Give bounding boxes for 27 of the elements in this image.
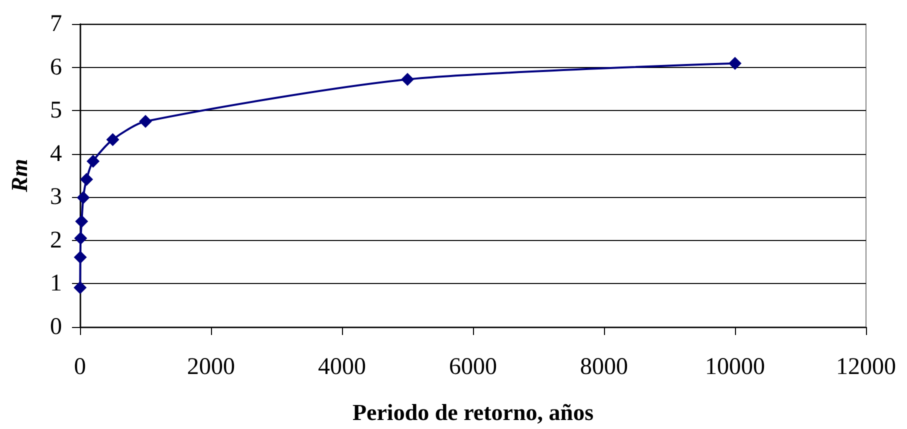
- x-tick-label: 6000: [449, 354, 497, 380]
- x-tick-label: 2000: [187, 354, 235, 380]
- point: [401, 72, 414, 86]
- x-tick-label: 4000: [318, 354, 366, 380]
- x-tick-label: 8000: [580, 354, 628, 380]
- point: [76, 191, 90, 204]
- y-tick-label: 2: [50, 227, 62, 254]
- point: [728, 56, 742, 70]
- point: [139, 114, 152, 128]
- y-axis-title: Rm: [7, 158, 32, 194]
- point: [80, 172, 94, 186]
- y-tick-label: 7: [50, 11, 62, 37]
- y-tick-label: 3: [50, 184, 62, 210]
- point: [106, 133, 120, 146]
- x-tick-label: 12000: [836, 354, 896, 380]
- x-tick-label: 10000: [705, 354, 765, 380]
- y-tick-label: 4: [50, 140, 62, 167]
- point: [74, 232, 88, 245]
- x-tick-label: 0: [74, 354, 86, 380]
- point: [86, 154, 100, 168]
- point: [74, 250, 87, 264]
- y-tick-label: 6: [50, 54, 62, 80]
- y-tick-label: 5: [50, 98, 62, 124]
- y-tick-label: 1: [50, 270, 62, 297]
- point: [75, 214, 88, 228]
- y-tick-label: 0: [50, 314, 62, 340]
- x-axis-title: Periodo de retorno, años: [352, 400, 594, 425]
